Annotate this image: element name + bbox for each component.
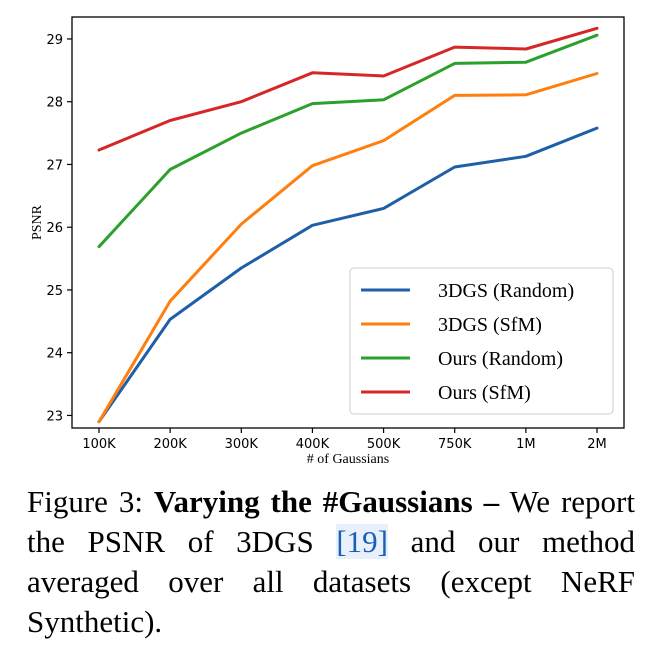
x-axis-label: # of Gaussians xyxy=(307,452,389,467)
figure-caption: Figure 3: Varying the #Gaussians – We re… xyxy=(27,482,635,642)
x-tick-label: 1M xyxy=(516,437,536,452)
series-line-3dgs-sfm xyxy=(97,72,599,424)
legend-label-3dgs-sfm: 3DGS (SfM) xyxy=(438,314,542,336)
x-tick-label: 2M xyxy=(587,437,607,452)
y-tick-label: 23 xyxy=(46,409,63,424)
legend: 3DGS (Random) 3DGS (SfM) Ours (Random) Ours… xyxy=(349,267,614,415)
y-tick-label: 25 xyxy=(46,284,63,299)
x-tick-label: 100K xyxy=(82,437,116,452)
y-tick-label: 29 xyxy=(46,33,63,48)
legend-box xyxy=(349,267,614,415)
citation-link[interactable]: [19] xyxy=(336,524,388,559)
y-axis-label: PSNR xyxy=(30,204,45,240)
y-tick-label: 26 xyxy=(46,221,63,236)
x-tick-label: 400K xyxy=(296,437,330,452)
y-tick-label: 27 xyxy=(46,158,63,173)
x-tick-label: 500K xyxy=(367,437,401,452)
x-tick-label: 300K xyxy=(225,437,259,452)
caption-title: Varying the #Gaussians – xyxy=(153,484,500,519)
x-tick-label: 200K xyxy=(153,437,187,452)
series-lines xyxy=(97,26,599,424)
series-line-3dgs-random xyxy=(97,126,599,424)
legend-label-3dgs-random: 3DGS (Random) xyxy=(438,280,574,302)
series-line-ours-random xyxy=(97,33,599,249)
series-line-ours-sfm xyxy=(97,26,599,152)
y-tick-label: 28 xyxy=(46,96,63,111)
x-axis: 100K 200K 300K 400K 500K 750K 1M 2M xyxy=(82,428,607,452)
y-axis: 23 24 25 26 27 28 29 xyxy=(46,33,72,424)
y-tick-label: 24 xyxy=(46,347,63,362)
caption-text-after: and our method averaged over all dataset… xyxy=(27,524,636,639)
legend-label-ours-sfm: Ours (SfM) xyxy=(438,382,531,404)
legend-label-ours-random: Ours (Random) xyxy=(438,348,563,370)
plot-frame xyxy=(71,16,625,429)
x-tick-label: 750K xyxy=(438,437,472,452)
caption-text-before: We report the PSNR of 3DGS xyxy=(27,484,635,559)
figure-label: Figure 3: xyxy=(27,484,143,519)
